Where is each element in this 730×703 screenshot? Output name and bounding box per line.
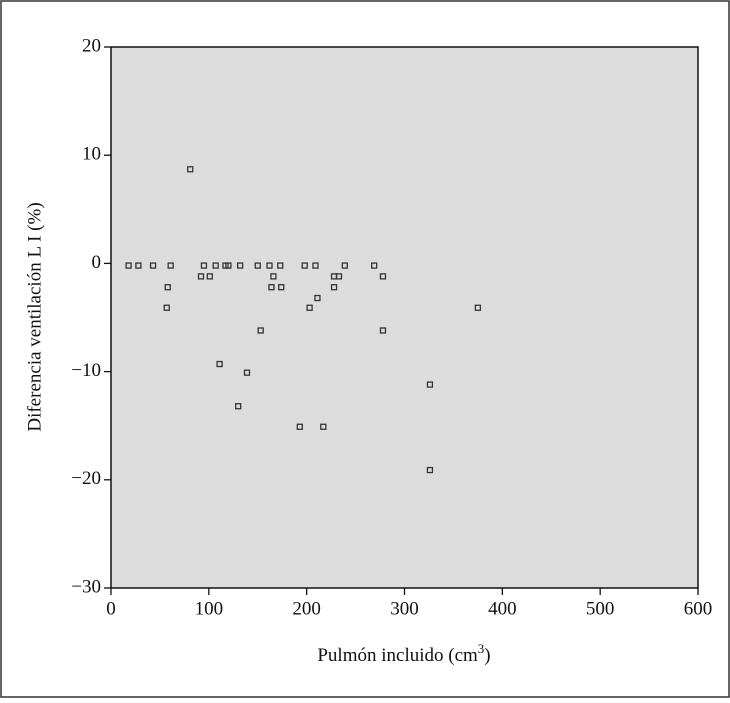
point: [164, 284, 171, 291]
point: [125, 262, 132, 269]
y-tick-label: 0: [92, 252, 102, 273]
point: [341, 262, 348, 269]
point: [296, 423, 303, 430]
point: [268, 284, 275, 291]
point: [371, 262, 378, 269]
point: [187, 166, 194, 173]
x-tick-label: 200: [292, 598, 321, 619]
point: [216, 360, 223, 368]
point: [243, 369, 251, 376]
point: [235, 403, 242, 410]
x-label-text: Pulmón incluido (cm: [317, 645, 478, 666]
y-tick-label: −30: [71, 576, 101, 597]
point: [277, 262, 284, 269]
x-tick-label: 100: [195, 598, 224, 619]
point: [426, 466, 434, 474]
y-tick-label: −10: [71, 360, 101, 381]
point: [379, 273, 387, 280]
point: [266, 262, 273, 269]
y-tick-label: 10: [82, 144, 101, 165]
x-tick-label: 300: [390, 598, 419, 619]
point: [225, 262, 232, 269]
x-tick-label: 500: [586, 598, 615, 619]
y-axis-label: Diferencia ventilación L I (%): [24, 202, 45, 431]
point: [197, 273, 205, 280]
point: [379, 327, 387, 334]
point: [312, 262, 319, 269]
point: [320, 423, 327, 430]
point: [270, 273, 277, 280]
point: [236, 262, 244, 269]
point: [149, 262, 157, 269]
point: [301, 262, 308, 269]
point: [200, 262, 208, 269]
point: [306, 304, 313, 311]
point: [163, 304, 170, 311]
point: [254, 262, 261, 269]
point: [278, 284, 285, 291]
point: [474, 304, 482, 311]
point: [257, 327, 264, 334]
point: [167, 262, 174, 269]
point: [426, 381, 434, 388]
point: [330, 284, 338, 291]
y-tick-label: 20: [82, 35, 101, 56]
point: [314, 294, 321, 302]
point: [206, 273, 213, 280]
x-tick-label: 0: [106, 598, 116, 619]
x-axis-label: Pulmón incluido (cm3): [317, 641, 490, 666]
x-label-sup: 3: [478, 641, 485, 656]
point: [212, 262, 219, 269]
x-tick-label: 400: [488, 598, 517, 619]
x-label-end: ): [484, 645, 490, 666]
point: [135, 262, 142, 269]
x-tick-label: 600: [684, 598, 713, 619]
plot-area: [110, 46, 699, 589]
point: [335, 273, 343, 280]
y-tick-label: −20: [71, 468, 101, 489]
